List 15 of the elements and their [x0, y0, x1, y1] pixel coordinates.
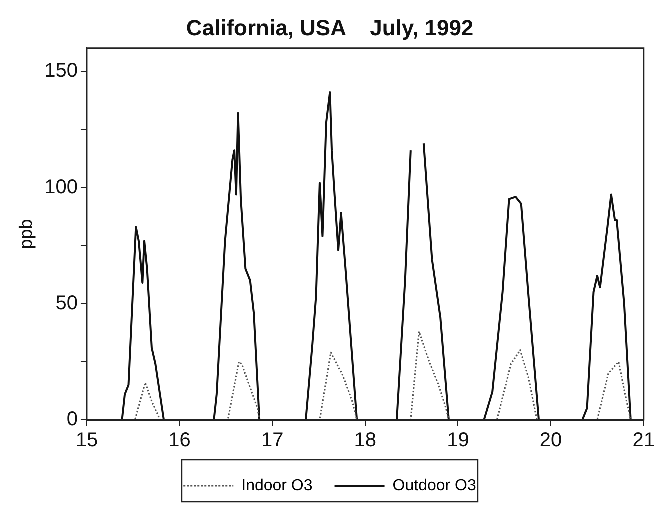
x-tick-label: 16 — [168, 430, 191, 452]
x-tick-label: 18 — [354, 430, 377, 452]
x-tick-label: 15 — [76, 430, 98, 452]
x-tick-label: 20 — [540, 430, 562, 452]
y-axis-title: ppb — [16, 219, 36, 250]
legend-label: Indoor O3 — [242, 477, 313, 494]
x-tick-label: 17 — [261, 430, 284, 452]
y-tick-label: 0 — [66, 408, 78, 431]
x-tick-label: 19 — [447, 430, 470, 452]
x-tick-label: 21 — [632, 430, 655, 452]
chart-title: California, USA July, 1992 — [186, 15, 474, 40]
y-tick-label: 150 — [44, 60, 78, 82]
y-tick-label: 50 — [56, 292, 78, 314]
y-tick-label: 100 — [44, 176, 78, 198]
legend-label: Outdoor O3 — [392, 477, 476, 494]
